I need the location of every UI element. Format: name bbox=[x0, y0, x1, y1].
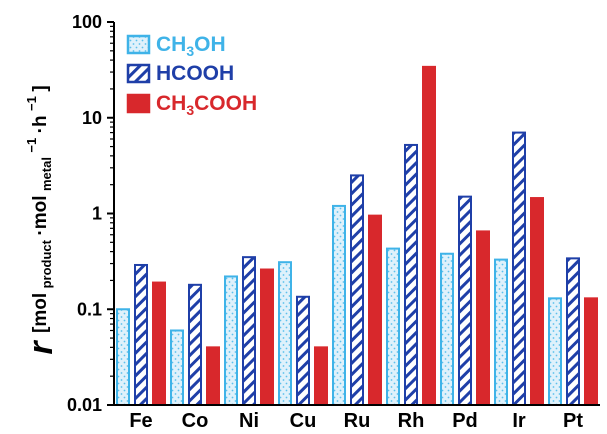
bar-ch3cooh-fe bbox=[152, 281, 166, 407]
bar-ch3cooh-pt bbox=[584, 297, 598, 407]
bar-hcooh-pt bbox=[566, 257, 580, 406]
plot-area: 0.01 0.1 1 10 100 Fe Co Ni Cu Ru Rh Pd Ir Pt bbox=[67, 12, 600, 432]
x-axis-ticks: Fe Co Ni Cu Ru Rh Pd Ir Pt bbox=[129, 410, 583, 432]
ylabel-sup-2: −1 bbox=[24, 96, 39, 111]
y-axis-ticks: 0.01 0.1 1 10 100 bbox=[67, 12, 114, 415]
svg-text:CH3OH: CH3OH bbox=[156, 33, 226, 59]
ylabel-sup-1: −1 bbox=[24, 138, 39, 153]
ylabel-sub-product: product bbox=[39, 239, 54, 288]
y-tick-label: 1 bbox=[92, 204, 102, 224]
bar-ch3cooh-rh bbox=[422, 65, 436, 406]
legend-item-ch3cooh: CH3COOH bbox=[126, 92, 257, 118]
y-tick-label: 100 bbox=[72, 12, 102, 32]
bar-ch3oh-pd bbox=[440, 252, 454, 406]
bar-ch3cooh-pd bbox=[476, 230, 490, 406]
legend-label-ch3oh-a: CH bbox=[156, 33, 186, 56]
ylabel-symbol: r bbox=[22, 340, 60, 355]
bar-ch3oh-rh bbox=[386, 247, 400, 406]
bar-hcooh-ru bbox=[350, 174, 364, 406]
x-tick-label: Rh bbox=[398, 410, 425, 432]
svg-text:CH3COOH: CH3COOH bbox=[156, 92, 257, 118]
bar-hcooh-fe bbox=[134, 263, 148, 407]
bar-hcooh-co bbox=[188, 283, 202, 406]
bar-ch3oh-co bbox=[170, 329, 184, 406]
x-tick-label: Co bbox=[182, 410, 209, 432]
bar-hcooh-cu bbox=[296, 295, 310, 406]
bar-ch3oh-ni bbox=[224, 275, 238, 407]
legend-item-ch3oh: CH3OH bbox=[126, 33, 226, 59]
bar-hcooh-ir bbox=[512, 131, 526, 407]
x-tick-label: Ru bbox=[344, 410, 371, 432]
bar-ch3cooh-ir bbox=[530, 197, 544, 406]
y-tick-label: 0.1 bbox=[77, 299, 102, 319]
bar-ch3cooh-ru bbox=[368, 214, 382, 406]
legend-label-hcooh: HCOOH bbox=[156, 62, 234, 85]
legend-label-ch3cooh-sub: 3 bbox=[186, 102, 194, 118]
legend-label-ch3oh-sub: 3 bbox=[186, 43, 194, 59]
y-tick-label: 0.01 bbox=[67, 395, 102, 415]
legend-swatch-ch3cooh bbox=[126, 93, 151, 114]
x-tick-label: Ir bbox=[512, 410, 526, 432]
legend-swatch-hcooh bbox=[126, 63, 151, 84]
svg-text:HCOOH: HCOOH bbox=[156, 62, 234, 85]
legend: CH3OH HCOOH CH3COOH bbox=[126, 33, 257, 118]
bar-hcooh-ni bbox=[242, 256, 256, 406]
bar-ch3oh-fe bbox=[116, 308, 130, 406]
x-tick-label: Cu bbox=[290, 410, 317, 432]
bar-hcooh-rh bbox=[404, 143, 418, 406]
legend-swatch-ch3oh bbox=[126, 34, 151, 55]
ylabel-mol-metal: ·mol bbox=[30, 195, 51, 235]
svg-text:r [mol product: r [mol product ·mol metal −1 ·h −1 ] bbox=[22, 85, 60, 354]
bar-hcooh-pd bbox=[458, 195, 472, 406]
legend-label-ch3oh-b: OH bbox=[194, 33, 226, 56]
ylabel-open: [mol bbox=[30, 293, 51, 333]
x-tick-label: Pt bbox=[563, 410, 583, 432]
bar-ch3oh-cu bbox=[278, 261, 292, 406]
legend-item-hcooh: HCOOH bbox=[126, 62, 234, 85]
bar-ch3oh-ir bbox=[494, 258, 508, 406]
x-tick-label: Ni bbox=[239, 410, 259, 432]
bar-ch3cooh-ni bbox=[260, 268, 274, 406]
y-tick-label: 10 bbox=[82, 108, 102, 128]
ylabel-close: ] bbox=[30, 85, 51, 91]
legend-label-ch3cooh-b: COOH bbox=[194, 92, 257, 115]
legend-label-ch3cooh-a: CH bbox=[156, 92, 186, 115]
ylabel-h: ·h bbox=[30, 115, 51, 133]
y-axis-label: r [mol product ·mol metal −1 ·h −1 ] bbox=[22, 85, 60, 354]
x-tick-label: Pd bbox=[452, 410, 478, 432]
bar-ch3oh-pt bbox=[548, 297, 562, 407]
bar-ch3oh-ru bbox=[332, 204, 346, 406]
x-tick-label: Fe bbox=[129, 410, 152, 432]
bar-ch3cooh-cu bbox=[314, 346, 328, 406]
ylabel-sub-metal: metal bbox=[39, 157, 54, 191]
bar-ch3cooh-co bbox=[206, 346, 220, 406]
